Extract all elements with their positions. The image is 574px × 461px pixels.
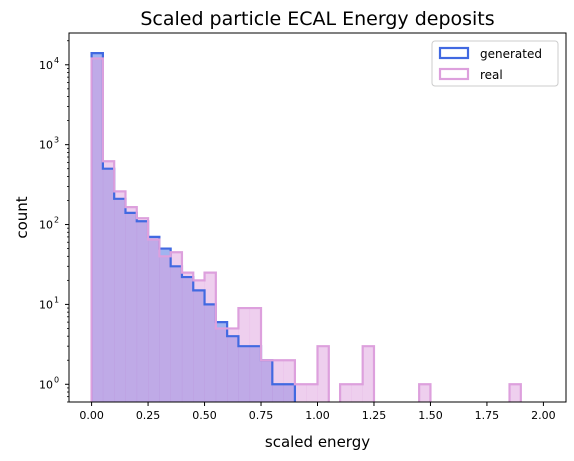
y-tick-exponent: 2 (54, 216, 59, 225)
bar-real-20 (317, 346, 330, 402)
x-tick-label: 0.00 (79, 409, 104, 422)
bar-real-37 (509, 384, 522, 402)
legend-label-real: real (480, 68, 503, 82)
bar-real-12 (227, 328, 239, 402)
bar-real-19 (306, 384, 318, 402)
x-tick-label: 0.50 (192, 409, 217, 422)
bar-real-29 (419, 384, 431, 402)
bar-real-22 (340, 384, 352, 402)
y-tick-exponent: 0 (54, 375, 59, 384)
x-axis-label: scaled energy (265, 433, 370, 451)
y-tick-label: 10 (39, 219, 53, 232)
bar-real-13 (238, 308, 251, 402)
bar-real-5 (148, 239, 160, 402)
y-tick-exponent: 3 (54, 136, 59, 145)
bar-real-7 (170, 252, 183, 402)
series-real-bars (91, 58, 522, 402)
bar-real-9 (193, 280, 205, 402)
plot-area (90, 52, 522, 402)
bar-real-10 (204, 272, 217, 402)
x-tick-label: 0.75 (249, 409, 274, 422)
legend-swatch-real (438, 67, 470, 81)
x-tick-label: 0.25 (136, 409, 161, 422)
bar-real-15 (261, 360, 273, 402)
bar-real-0 (91, 58, 104, 402)
x-tick-label: 1.00 (305, 409, 330, 422)
bar-real-16 (272, 360, 284, 402)
x-tick-label: 1.25 (362, 409, 387, 422)
legend-swatch-generated (438, 46, 470, 60)
bar-real-2 (114, 191, 126, 402)
x-tick-label: 1.75 (475, 409, 500, 422)
y-axis-label: count (13, 196, 31, 238)
legend-label-generated: generated (480, 47, 542, 61)
bar-real-6 (159, 256, 171, 402)
bar-real-17 (283, 360, 296, 402)
bar-real-11 (215, 328, 228, 402)
y-tick-exponent: 4 (54, 56, 59, 65)
bar-real-23 (351, 384, 363, 402)
bar-real-3 (125, 207, 138, 402)
bar-real-1 (102, 161, 115, 402)
y-tick-label: 10 (39, 139, 53, 152)
series-real-outline (90, 57, 522, 402)
bar-real-24 (362, 346, 375, 402)
series-generated-outline (90, 52, 297, 402)
y-tick-exponent: 1 (54, 295, 59, 304)
chart-title: Scaled particle ECAL Energy deposits (140, 8, 494, 30)
x-tick-label: 1.50 (418, 409, 443, 422)
y-tick-label: 10 (39, 378, 53, 391)
bar-real-8 (181, 272, 194, 402)
bar-real-4 (136, 218, 149, 402)
x-axis: 0.00 0.25 0.50 0.75 1.00 1.25 1.50 1.75 2.00 (79, 402, 556, 422)
y-tick-label: 10 (39, 59, 53, 72)
legend: generated real (431, 40, 559, 87)
bar-real-14 (249, 308, 262, 402)
bar-real-18 (294, 384, 307, 402)
y-tick-label: 10 (39, 298, 53, 311)
x-tick-label: 2.00 (531, 409, 556, 422)
